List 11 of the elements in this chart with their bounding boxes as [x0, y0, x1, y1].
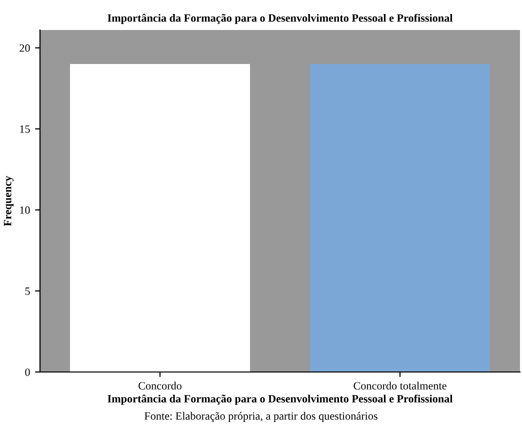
y-axis-title: Frequency: [4, 176, 14, 226]
y-tick-label: 5: [25, 288, 30, 295]
y-tick-label: 0: [25, 368, 30, 376]
source-note: Fonte: Elaboração própria, a partir dos questionários: [144, 412, 378, 422]
chart-title: Importância da Formação para o Desenvolvimento Pessoal e Profissional: [108, 14, 453, 24]
x-axis-title: Importância da Formação para o Desenvolvimento Pessoal e Profissional: [108, 394, 453, 405]
y-tick-label: 20: [20, 44, 30, 52]
x-tick-label: Concordo totalmente: [354, 382, 446, 390]
y-tick-label: 10: [20, 206, 30, 214]
x-tick-label: Concordo: [138, 382, 182, 390]
y-tick-label: 15: [20, 125, 30, 133]
